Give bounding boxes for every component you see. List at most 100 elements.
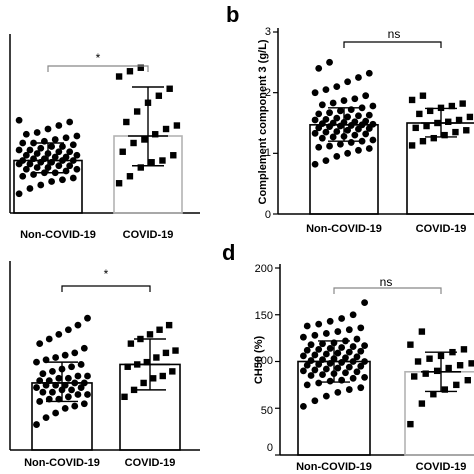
panel-d-point: [433, 367, 441, 375]
panel-a-point: [152, 131, 159, 138]
panel-b-point: [322, 115, 330, 123]
panel-a-point: [59, 176, 66, 184]
panel-c-point: [36, 398, 44, 405]
panel-d-point: [430, 391, 437, 398]
panel-b-point: [322, 157, 330, 165]
panel-d-point: [319, 371, 326, 378]
panel-c-point: [146, 331, 154, 338]
panel-b-point: [452, 128, 459, 136]
panel-d-point: [322, 392, 330, 400]
panel-d-point: [334, 349, 342, 357]
panel-b-point: [369, 102, 377, 110]
panel-a-point: [162, 125, 170, 133]
panel-b-point: [315, 110, 323, 118]
panel-b-point: [408, 142, 416, 149]
panel-c-point: [77, 361, 85, 368]
panel-c-point: [149, 375, 157, 382]
panel-b-point: [448, 102, 456, 110]
panel-c: Non-COVID-19 COVID-19 *: [9, 261, 200, 469]
panel-a-point: [130, 139, 137, 147]
panel-d-point: [338, 315, 346, 322]
panel-b-point: [347, 139, 355, 146]
panel-a-point: [22, 130, 30, 138]
panel-d-point: [441, 386, 449, 393]
panel-d-point: [407, 420, 414, 428]
panel-d-category-label-2: COVID-19: [416, 461, 467, 473]
panel-b-point: [329, 133, 337, 141]
panel-c-point: [121, 393, 128, 401]
panel-c-category-label-2: COVID-19: [125, 457, 176, 469]
panel-c-point: [127, 340, 135, 347]
panel-d-point: [345, 326, 353, 334]
panel-b-point: [351, 118, 359, 126]
panel-d-point: [464, 377, 471, 384]
panel-b-point: [369, 136, 377, 144]
panel-d-tick-1: 50: [261, 405, 273, 417]
panel-c-point: [68, 386, 75, 394]
panel-c-point: [61, 404, 69, 412]
panel-c-plot: [9, 261, 200, 451]
panel-d-tick-3: 150: [255, 310, 273, 322]
panel-b-point: [358, 137, 366, 145]
panel-c-point: [55, 330, 63, 338]
panel-d-point: [357, 347, 365, 355]
panel-a-point: [44, 125, 52, 133]
panel-c-point: [64, 393, 72, 401]
panel-c-point: [84, 314, 91, 322]
panel-a-point: [137, 164, 144, 171]
panel-a: Non-COVID-19 COVID-19 *: [9, 34, 200, 241]
panel-a-point: [126, 68, 134, 75]
panel-b-point: [445, 118, 452, 125]
panel-b-tick-1: 1: [265, 147, 271, 159]
panel-d-point: [357, 362, 365, 370]
panel-b-point: [430, 134, 437, 142]
panel-b-point: [326, 58, 333, 66]
panel-a-point: [69, 157, 77, 164]
panel-b-point: [412, 124, 419, 132]
panel-d-point: [342, 369, 349, 377]
panel-b-point: [355, 146, 362, 154]
panel-c-point: [80, 400, 88, 408]
panel-b-point: [315, 65, 323, 72]
panel-a-point: [19, 139, 27, 147]
panel-d-point: [345, 363, 353, 371]
panel-b-point: [365, 111, 373, 119]
panel-d-plot: [275, 264, 474, 456]
panel-b-point: [333, 128, 341, 135]
panel-b-point: [322, 128, 330, 136]
panel-a-point: [148, 159, 155, 166]
panel-a-point: [159, 157, 166, 164]
panel-d-point: [311, 331, 319, 339]
panel-a-significance-bracket: [47, 65, 149, 72]
panel-b-category-label-2: COVID-19: [416, 223, 467, 235]
panel-c-point: [33, 358, 40, 366]
panel-a-point: [15, 190, 23, 198]
panel-b-point: [355, 112, 362, 120]
panel-d-letter: d: [222, 240, 235, 265]
panel-d-point: [414, 358, 422, 365]
panel-c-point: [52, 354, 60, 361]
panel-a-point: [26, 160, 34, 168]
panel-a-point: [115, 73, 123, 80]
panel-d-y-axis-title: CH50 (%): [253, 336, 265, 385]
panel-c-point: [49, 367, 56, 375]
panel-a-point: [155, 92, 163, 99]
panel-c-point: [74, 321, 82, 329]
panel-a-point: [22, 151, 30, 159]
panel-a-point: [69, 141, 77, 149]
panel-a-point: [62, 167, 70, 175]
panel-b-point: [318, 101, 326, 109]
panel-a-point: [69, 174, 77, 182]
panel-b-point: [351, 95, 359, 103]
panel-d-tick-2: 100: [255, 355, 273, 367]
panel-d-point: [315, 379, 323, 387]
panel-d-point: [361, 373, 368, 381]
panel-a-point: [166, 85, 173, 92]
panel-d-point: [353, 335, 361, 343]
panel-d-point: [445, 364, 452, 372]
panel-a-point: [26, 185, 34, 192]
panel-d-point: [345, 348, 353, 356]
panel-d-point: [326, 377, 334, 385]
panel-b-point: [336, 107, 344, 115]
panel-a-point: [66, 162, 74, 170]
